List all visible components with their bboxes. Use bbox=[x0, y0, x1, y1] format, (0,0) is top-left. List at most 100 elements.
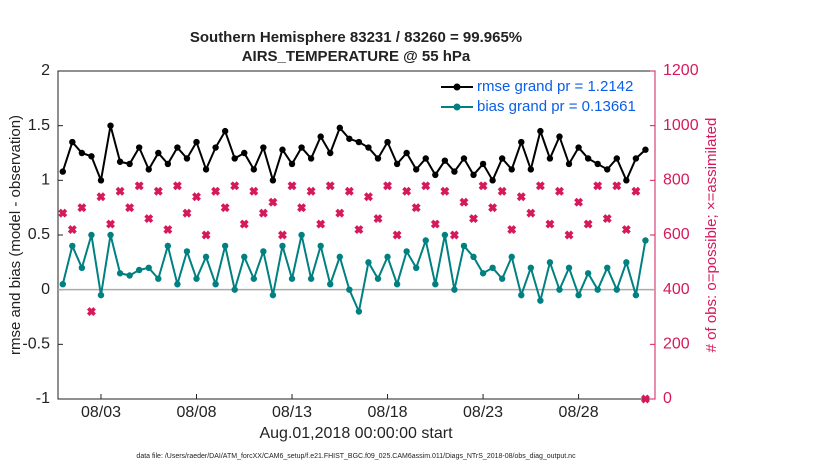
point bbox=[432, 281, 439, 288]
point bbox=[59, 168, 66, 175]
point bbox=[623, 177, 630, 184]
obs-marker bbox=[516, 192, 526, 202]
obs-marker bbox=[201, 230, 211, 240]
point bbox=[441, 231, 449, 239]
point bbox=[212, 281, 219, 288]
obs-marker bbox=[449, 230, 459, 240]
x-tick-label: 08/13 bbox=[272, 404, 312, 421]
point bbox=[317, 242, 324, 250]
y2-tick-label: 1000 bbox=[663, 117, 699, 134]
obs-marker bbox=[220, 203, 230, 213]
obs-marker bbox=[640, 394, 650, 404]
point bbox=[298, 231, 305, 239]
point bbox=[69, 242, 76, 250]
point bbox=[604, 264, 611, 271]
obs-marker bbox=[153, 186, 163, 196]
obs-marker bbox=[182, 208, 192, 218]
obs-marker bbox=[459, 197, 469, 207]
point bbox=[269, 177, 277, 184]
point bbox=[413, 264, 420, 271]
obs-marker bbox=[144, 214, 154, 224]
point bbox=[212, 144, 219, 151]
point bbox=[307, 155, 315, 162]
obs-marker bbox=[96, 192, 106, 202]
obs-marker bbox=[363, 192, 373, 202]
obs-marker bbox=[497, 186, 507, 196]
point bbox=[441, 157, 449, 164]
obs-marker bbox=[574, 197, 584, 207]
point bbox=[116, 158, 124, 165]
point bbox=[479, 160, 487, 168]
obs-marker bbox=[621, 225, 631, 234]
obs-marker bbox=[77, 203, 87, 213]
point bbox=[403, 149, 410, 157]
obs-marker bbox=[430, 219, 440, 229]
point bbox=[479, 270, 487, 277]
obs-marker bbox=[555, 186, 564, 196]
point bbox=[527, 166, 535, 173]
obs-marker bbox=[211, 186, 221, 196]
point bbox=[537, 297, 544, 304]
point bbox=[556, 133, 563, 140]
point bbox=[279, 242, 286, 250]
point bbox=[336, 124, 343, 132]
obs-marker bbox=[373, 214, 383, 224]
obs-marker bbox=[602, 214, 612, 224]
point bbox=[613, 155, 620, 162]
point bbox=[346, 286, 353, 293]
y-tick-label: 1.5 bbox=[28, 117, 50, 134]
obs-marker bbox=[134, 181, 144, 191]
obs-marker bbox=[344, 186, 354, 196]
point bbox=[145, 166, 152, 173]
legend-box bbox=[439, 75, 651, 119]
obs-marker bbox=[354, 225, 364, 234]
point bbox=[393, 281, 401, 288]
point bbox=[164, 242, 172, 250]
obs-marker bbox=[383, 181, 392, 191]
legend-label: rmse grand pr = 1.2142 bbox=[477, 78, 633, 95]
point bbox=[355, 308, 363, 315]
legend-marker bbox=[453, 103, 461, 111]
obs-marker bbox=[278, 230, 287, 240]
point bbox=[202, 253, 210, 261]
point bbox=[327, 281, 334, 288]
point bbox=[403, 248, 410, 255]
obs-marker bbox=[593, 181, 603, 191]
obs-marker bbox=[325, 181, 335, 191]
obs-marker bbox=[411, 203, 421, 213]
obs-marker bbox=[258, 208, 268, 218]
obs-marker bbox=[230, 181, 240, 191]
point bbox=[594, 160, 601, 168]
point bbox=[183, 155, 191, 162]
point bbox=[384, 138, 391, 146]
point bbox=[518, 138, 525, 146]
point bbox=[460, 155, 468, 162]
point bbox=[327, 149, 334, 157]
y2-tick-label: 0 bbox=[663, 390, 672, 407]
point bbox=[422, 237, 429, 244]
point bbox=[642, 237, 649, 244]
point bbox=[642, 146, 649, 153]
y-tick-label: 2 bbox=[41, 62, 50, 79]
obs-marker bbox=[86, 307, 96, 316]
x-tick-label: 08/18 bbox=[368, 404, 408, 421]
point bbox=[565, 264, 573, 271]
obs-marker bbox=[526, 208, 536, 218]
point bbox=[307, 275, 315, 282]
footnote: data file: /Users/raeder/DAI/ATM_forcXX/… bbox=[136, 453, 576, 460]
obs-marker bbox=[421, 181, 431, 191]
point bbox=[546, 259, 554, 266]
x-tick-label: 08/28 bbox=[559, 404, 599, 421]
point bbox=[336, 253, 343, 261]
obs-marker bbox=[392, 230, 402, 240]
point bbox=[145, 264, 152, 271]
obs-marker bbox=[58, 208, 68, 218]
point bbox=[498, 155, 506, 162]
point bbox=[174, 281, 181, 288]
obs-marker bbox=[583, 219, 593, 229]
point bbox=[575, 291, 582, 299]
obs-marker bbox=[106, 219, 115, 229]
point bbox=[384, 253, 391, 261]
point bbox=[107, 122, 114, 129]
point bbox=[97, 177, 105, 184]
